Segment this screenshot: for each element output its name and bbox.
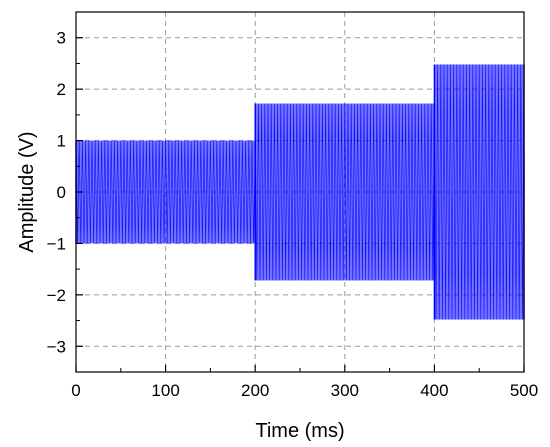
x-tick-label: 0 <box>71 381 80 400</box>
x-tick-label: 200 <box>241 381 269 400</box>
signal-series <box>75 64 525 320</box>
x-axis-title: Time (ms) <box>255 420 344 442</box>
x-tick-label: 400 <box>420 381 448 400</box>
y-tick-label: −1 <box>47 234 66 253</box>
y-axis-title: Amplitude (V) <box>16 131 38 252</box>
x-tick-label: 100 <box>151 381 179 400</box>
y-tick-label: 0 <box>57 183 66 202</box>
x-tick-label: 500 <box>510 381 538 400</box>
y-tick-label: 3 <box>57 29 66 48</box>
ticks <box>75 37 525 372</box>
y-tick-label: −2 <box>47 286 66 305</box>
x-tick-label: 300 <box>331 381 359 400</box>
y-tick-label: −3 <box>47 337 66 356</box>
y-tick-label: 1 <box>57 132 66 151</box>
y-tick-labels: −3 −2 −1 0 1 2 3 <box>47 29 66 357</box>
signal-waveform <box>254 103 435 281</box>
signal-waveform <box>434 64 525 320</box>
x-tick-labels: 0 100 200 300 400 500 <box>71 381 538 400</box>
y-tick-label: 2 <box>57 80 66 99</box>
signal-waveform <box>75 140 256 244</box>
